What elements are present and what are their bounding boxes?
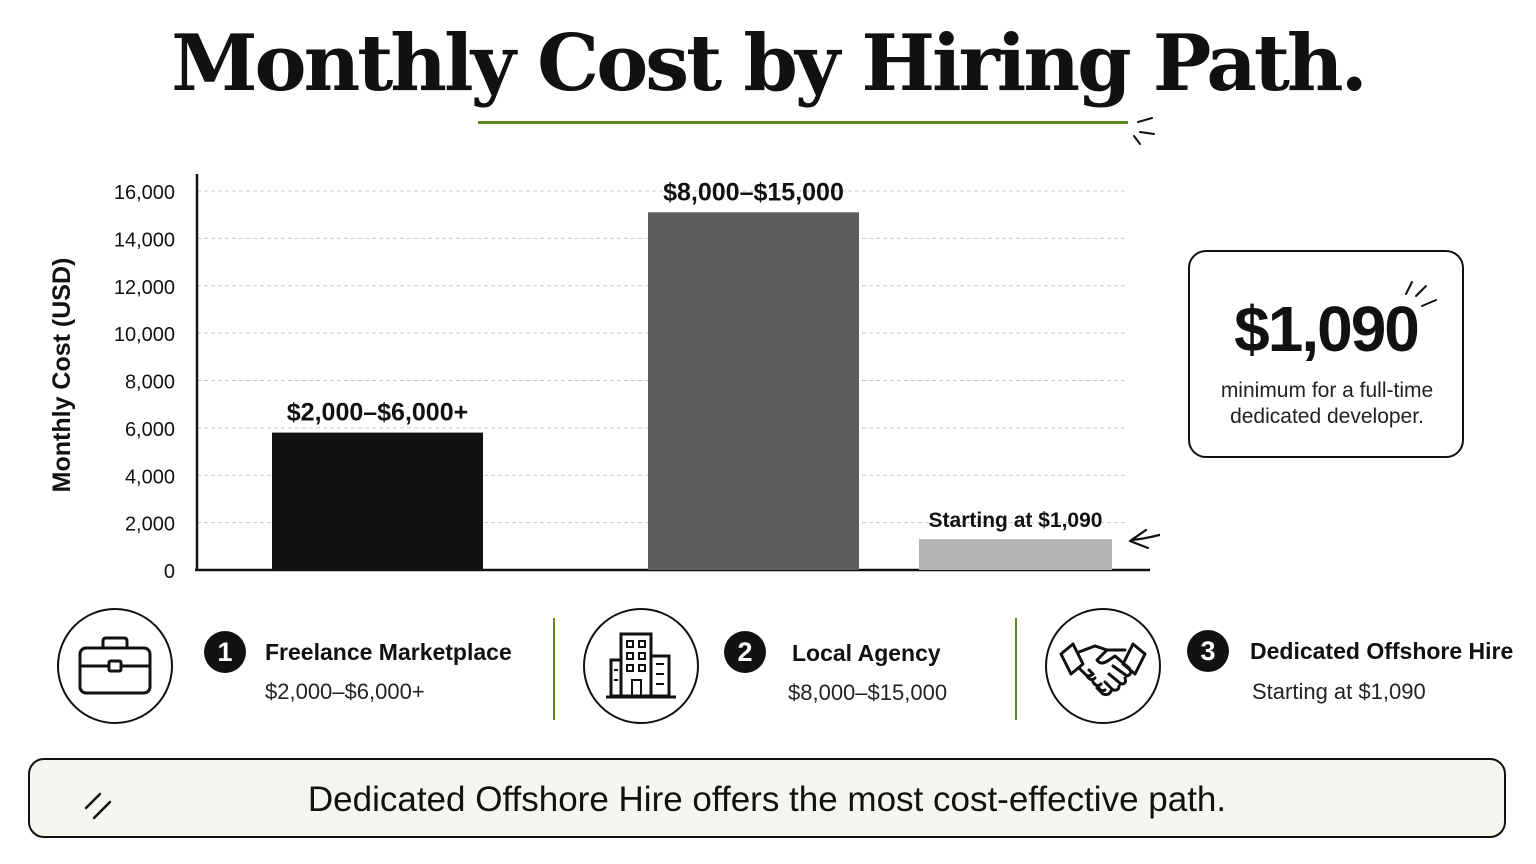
bar [648, 212, 859, 570]
sparkle-icon [1133, 117, 1155, 145]
path-name-offshore: Dedicated Offshore Hire [1250, 638, 1514, 664]
y-tick-labels: 0 2,000 4,000 6,000 8,000 10,000 12,000 14,000 1… [114, 182, 175, 583]
office-building-icon-circle [583, 608, 699, 724]
briefcase-icon-circle [57, 608, 173, 724]
y-tick-label: 10,000 [114, 324, 175, 346]
callout-box: $1,090 minimum for a full-time dedicated… [1188, 250, 1464, 458]
banner-text: Dedicated Offshore Hire offers the most … [307, 780, 1227, 819]
bar-chart: 0 2,000 4,000 6,000 8,000 10,000 12,000 14,000 1… [48, 174, 1160, 583]
y-tick-label: 16,000 [114, 182, 175, 204]
path-name-agency: Local Agency [792, 640, 941, 666]
y-tick-label: 6,000 [125, 419, 175, 441]
data-label: Starting at $1,090 [929, 509, 1103, 532]
bars [272, 212, 1112, 570]
briefcase-icon [78, 636, 152, 695]
path-cost-freelance: $2,000–$6,000+ [265, 679, 425, 704]
step-number-2: 2 [724, 631, 766, 673]
summary-banner: Dedicated Offshore Hire offers the most … [28, 758, 1506, 838]
callout-arrowhead [1128, 528, 1150, 550]
step-number-3: 3 [1187, 630, 1229, 672]
bar [919, 539, 1112, 570]
y-tick-label: 12,000 [114, 277, 175, 299]
handshake-icon-circle [1045, 608, 1161, 724]
divider [1015, 618, 1017, 720]
y-tick-label: 8,000 [125, 372, 175, 394]
callout-arrow [1130, 533, 1160, 542]
bar [272, 432, 483, 570]
divider [553, 618, 555, 720]
y-tick-label: 4,000 [125, 466, 175, 488]
y-tick-label: 0 [164, 561, 175, 583]
y-axis-label: Monthly Cost (USD) [48, 258, 76, 493]
data-labels: $2,000–$6,000+ $8,000–$15,000 Starting at … [287, 178, 1103, 532]
page-title: Monthly Cost by Hiring Path. [171, 18, 1368, 109]
office-building-icon [606, 632, 676, 699]
data-label: $2,000–$6,000+ [287, 399, 468, 427]
callout-text: minimum for a full-time dedicated develo… [1220, 379, 1434, 428]
path-name-freelance: Freelance Marketplace [265, 639, 512, 665]
step-number-1: 1 [204, 631, 246, 673]
callout-value: $1,090 [1234, 293, 1420, 365]
y-tick-label: 2,000 [125, 514, 175, 536]
data-label: $8,000–$15,000 [663, 178, 844, 206]
path-cost-offshore: Starting at $1,090 [1252, 679, 1426, 704]
title-underline [478, 121, 1128, 124]
y-tick-label: 14,000 [114, 229, 175, 251]
slash-marks-icon [84, 792, 112, 820]
sparkle-icon [1405, 281, 1437, 307]
handshake-icon [1059, 642, 1147, 697]
path-cost-agency: $8,000–$15,000 [788, 680, 948, 705]
